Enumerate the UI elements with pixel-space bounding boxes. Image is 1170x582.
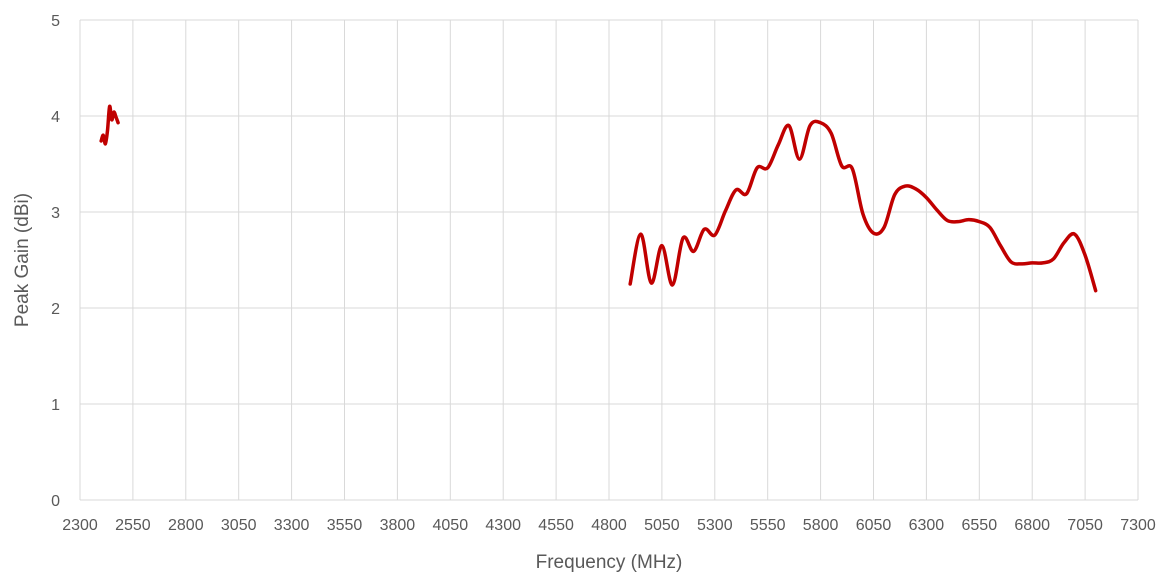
grid — [79, 19, 1139, 501]
series-line — [99, 104, 120, 146]
y-tick-label: 1 — [51, 397, 60, 414]
x-tick-label: 5300 — [697, 517, 733, 534]
x-tick-label: 6300 — [909, 517, 945, 534]
x-tick-label: 6550 — [962, 517, 998, 534]
x-tick-label: 3800 — [380, 517, 416, 534]
series-line — [628, 119, 1098, 293]
x-tick-label: 4550 — [538, 517, 574, 534]
y-tick-label: 5 — [51, 13, 60, 30]
x-tick-label: 2550 — [115, 517, 151, 534]
y-tick-label: 3 — [51, 205, 60, 222]
x-tick-label: 5550 — [750, 517, 786, 534]
y-tick-label: 0 — [51, 493, 60, 510]
x-tick-label: 2800 — [168, 517, 204, 534]
x-tick-label: 3550 — [327, 517, 363, 534]
x-tick-label: 4050 — [433, 517, 469, 534]
x-tick-label: 7050 — [1067, 517, 1103, 534]
x-tick-label: 3050 — [221, 517, 257, 534]
tick-labels: 2300 2550 2800 3050 3300 3550 3800 4050 4300 4550… — [51, 13, 1156, 534]
x-tick-label: 3300 — [274, 517, 310, 534]
x-tick-label: 4300 — [485, 517, 521, 534]
x-tick-label: 6050 — [856, 517, 892, 534]
x-tick-label: 5050 — [644, 517, 680, 534]
series — [99, 104, 1098, 293]
y-axis-title: Peak Gain (dBi) — [12, 193, 33, 327]
x-tick-label: 2300 — [62, 517, 98, 534]
x-tick-label: 5800 — [803, 517, 839, 534]
x-axis-title: Frequency (MHz) — [536, 552, 683, 573]
x-tick-label: 7300 — [1120, 517, 1156, 534]
y-tick-label: 2 — [51, 301, 60, 318]
y-tick-label: 4 — [51, 109, 60, 126]
x-tick-label: 6800 — [1014, 517, 1050, 534]
x-tick-label: 4800 — [591, 517, 627, 534]
